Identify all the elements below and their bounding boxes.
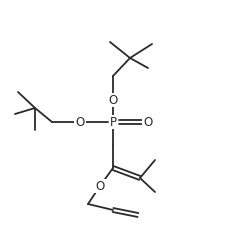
Text: O: O [75, 115, 85, 128]
Text: P: P [109, 115, 116, 128]
Text: O: O [95, 180, 105, 193]
Text: O: O [143, 115, 153, 128]
Text: O: O [108, 94, 118, 106]
